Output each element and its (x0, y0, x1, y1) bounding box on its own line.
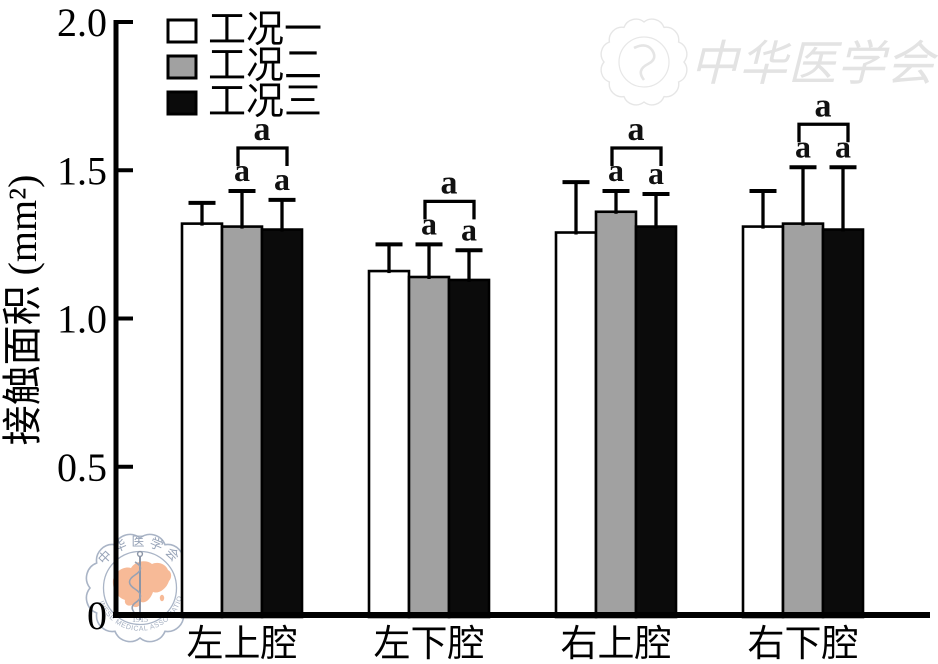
bar-group-左下腔: a aa (367, 164, 491, 619)
y-axis-tick-label: 0 (87, 593, 107, 638)
bar-group-右下腔: a aa (741, 87, 865, 619)
seal-china-map (112, 561, 172, 608)
legend-label: 工况一 (208, 9, 322, 51)
legend-label: 工况二 (208, 45, 322, 87)
x-axis-category-label: 左上腔 (187, 623, 298, 664)
bar (220, 225, 264, 619)
significance-letter: a (461, 211, 477, 247)
y-axis-tick-label: 1.0 (57, 297, 107, 342)
tr-seal-inner-ring (618, 36, 670, 88)
y-axis-title: 接触面积 (mm²) (0, 175, 45, 446)
tr-watermark-text: 中华医学会 (690, 38, 938, 91)
bar (781, 222, 825, 619)
bracket-significance-letter: a (254, 111, 271, 148)
significance-bracket (610, 146, 663, 167)
y-axis-tick-label: 0.5 (57, 445, 107, 490)
bar (554, 231, 598, 619)
bar (180, 222, 224, 619)
significance-letter: a (274, 161, 290, 197)
bracket-significance-letter: a (815, 87, 832, 124)
bracket-significance-letter: a (628, 111, 645, 148)
tr-seal-glyph (633, 44, 656, 81)
legend-item-工况三: 工况三 (166, 81, 322, 123)
seal-year: 1915 (132, 615, 148, 624)
x-axis-category-label: 左下腔 (374, 623, 485, 664)
significance-bracket (236, 146, 289, 167)
bar (367, 269, 411, 619)
legend-label: 工况三 (208, 81, 322, 123)
legend-swatch (166, 90, 198, 116)
bar (407, 275, 451, 619)
bar (447, 278, 491, 619)
seal-taiwan-dot (159, 594, 165, 602)
y-axis-tick-label: 2.0 (57, 0, 107, 45)
bar (821, 228, 865, 619)
bar (634, 225, 678, 619)
legend-swatch (166, 54, 198, 80)
x-axis-category-label: 右下腔 (748, 623, 859, 664)
seal-staff-top (136, 550, 144, 558)
bar (594, 210, 638, 619)
bar (741, 225, 785, 619)
significance-bracket (423, 199, 476, 220)
seal-snake-icon (128, 561, 142, 613)
legend-item-工况一: 工况一 (166, 9, 322, 51)
bar-group-右上腔: a aa (554, 111, 678, 619)
legend-item-工况二: 工况二 (166, 45, 322, 87)
bracket-significance-letter: a (441, 164, 458, 201)
tr-seal-flower-border (600, 18, 688, 106)
bar-group-左上腔: a aa (180, 111, 304, 619)
bar (260, 228, 304, 619)
significance-bracket (797, 122, 850, 143)
cma-text-watermark: 中华医学会 (600, 18, 938, 106)
legend-swatch (166, 18, 198, 44)
x-axis-category-label: 右上腔 (561, 623, 672, 664)
y-axis-tick-label: 1.5 (57, 148, 107, 193)
